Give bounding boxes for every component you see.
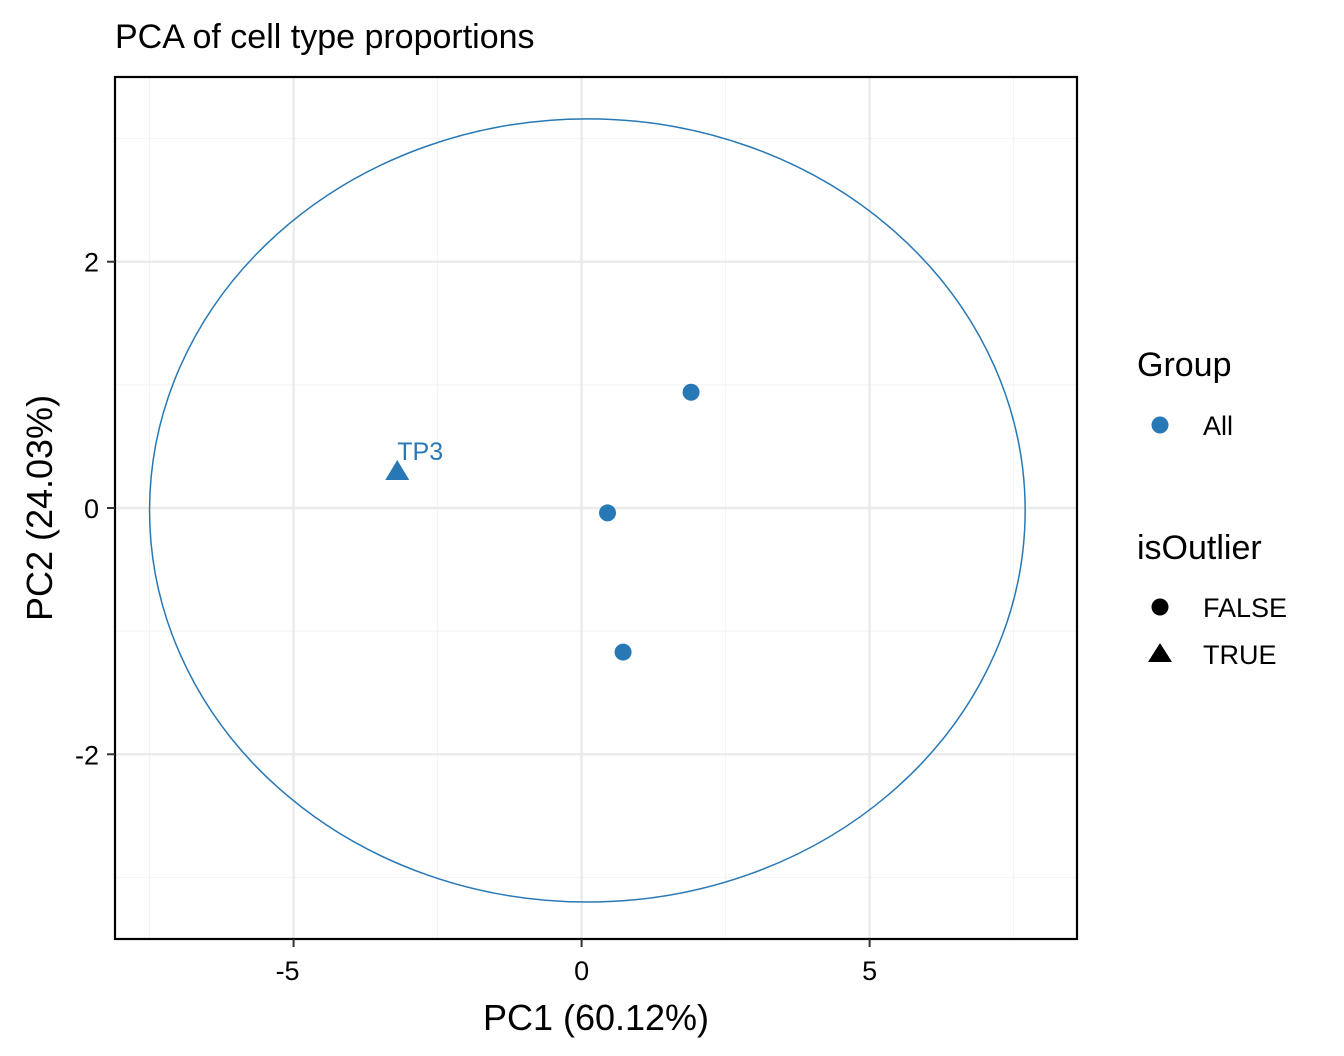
- data-point-label: TP3: [397, 438, 443, 466]
- legend-group-label: All: [1203, 411, 1233, 441]
- legend-group-key: [1151, 416, 1169, 434]
- legend: Group All isOutlier FALSE TRUE: [1137, 346, 1287, 670]
- x-tick-label: 5: [862, 956, 877, 986]
- data-point: [614, 643, 632, 661]
- data-point: [599, 504, 617, 522]
- legend-shape-key-circle: [1151, 598, 1169, 616]
- legend-shape-label: FALSE: [1203, 593, 1287, 623]
- legend-shape-key-triangle: [1148, 643, 1172, 662]
- legend-shape-title: isOutlier: [1137, 529, 1262, 567]
- y-tick-label: 0: [84, 494, 99, 524]
- x-tick-label: -5: [276, 956, 300, 986]
- legend-shape-label: TRUE: [1203, 640, 1277, 670]
- data-point-outlier: [385, 460, 410, 481]
- x-tick-label: 0: [574, 956, 589, 986]
- y-axis-label: PC2 (24.03%): [19, 395, 60, 621]
- plot-panel: TP3 -5 0 5 -2 0 2: [75, 75, 1079, 986]
- x-axis-label: PC1 (60.12%): [483, 997, 709, 1038]
- data-point: [682, 383, 700, 401]
- y-tick-label: -2: [75, 740, 99, 770]
- y-tick-label: 2: [84, 248, 99, 278]
- confidence-ellipse: [148, 118, 1026, 903]
- legend-group-title: Group: [1137, 346, 1232, 384]
- chart-title: PCA of cell type proportions: [115, 18, 535, 56]
